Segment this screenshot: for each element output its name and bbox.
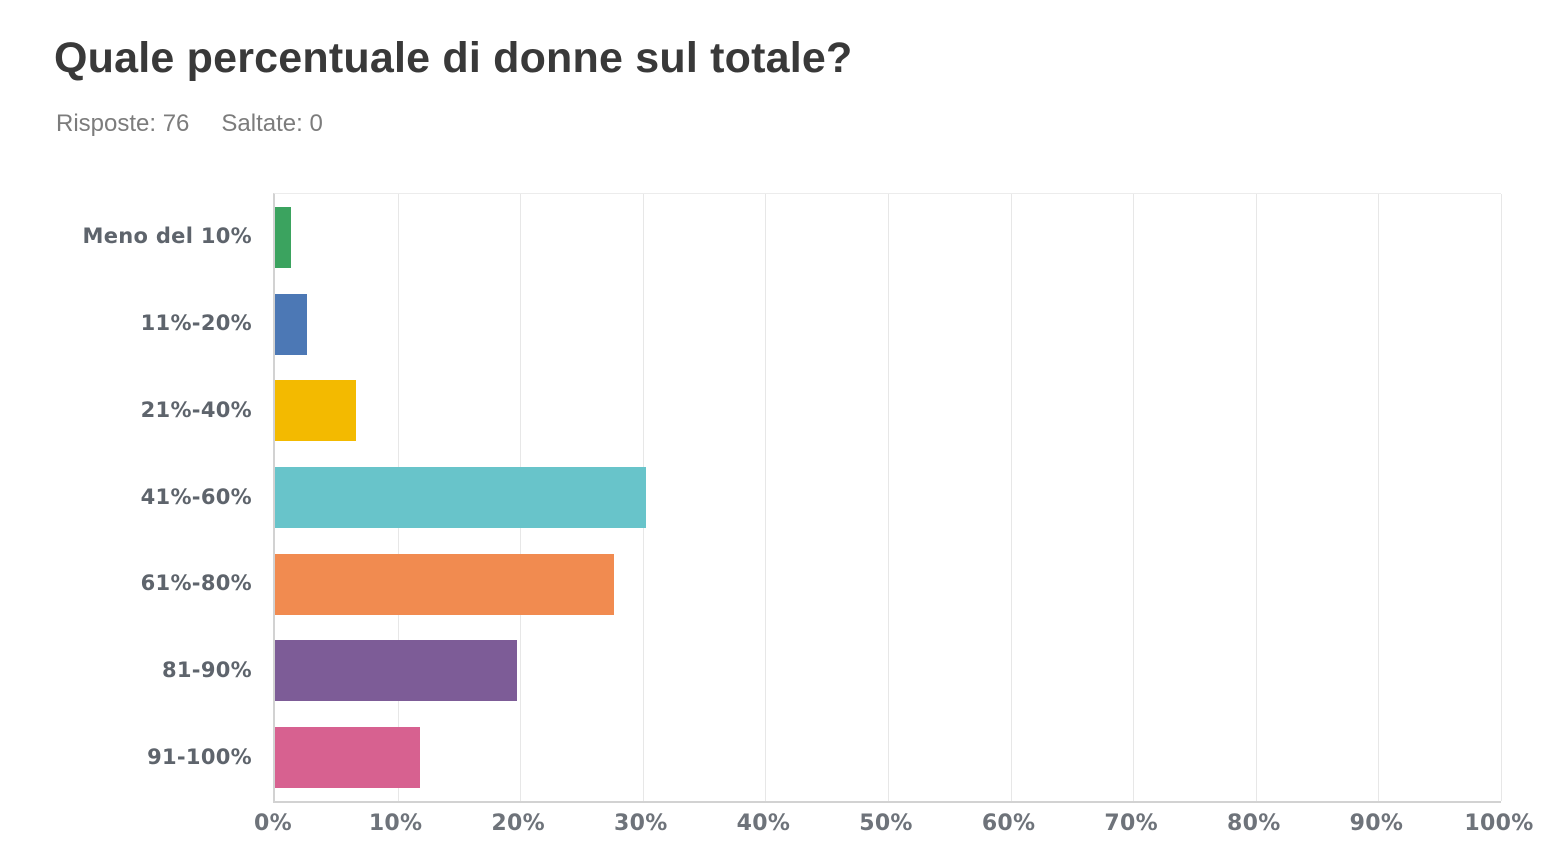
bar-row xyxy=(275,541,1501,628)
label-row: 41%-60% xyxy=(0,453,252,540)
gridline xyxy=(888,194,889,801)
label-row: Meno del 10% xyxy=(0,193,252,280)
category-label: 21%-40% xyxy=(140,397,252,422)
bar-row xyxy=(275,454,1501,541)
page-title: Quale percentuale di donne sul totale? xyxy=(54,34,853,82)
category-labels: Meno del 10% 11%-20% 21%-40% 41%-60% 61%-80%… xyxy=(0,193,252,800)
x-tick-label: 100% xyxy=(1464,811,1534,836)
gridline xyxy=(1378,194,1380,801)
bar-41%-60% xyxy=(275,467,646,529)
bar-81-90% xyxy=(275,640,517,702)
category-label: Meno del 10% xyxy=(82,224,252,249)
gridline xyxy=(1501,194,1502,801)
x-tick-label: 30% xyxy=(614,811,668,836)
bar-row xyxy=(275,367,1501,454)
bar-row xyxy=(275,281,1501,368)
x-tick-label: 0% xyxy=(254,811,292,836)
bar-chart: Meno del 10% 11%-20% 21%-40% 41%-60% 61%-80%… xyxy=(0,193,1567,853)
label-row: 21%-40% xyxy=(0,366,252,453)
bar-row xyxy=(275,194,1501,281)
label-row: 11%-20% xyxy=(0,280,252,367)
x-tick-label: 20% xyxy=(491,811,545,836)
label-row: 61%-80% xyxy=(0,540,252,627)
category-label: 91-100% xyxy=(147,744,252,769)
gridline xyxy=(765,194,767,801)
bar-row xyxy=(275,628,1501,715)
category-label: 81-90% xyxy=(161,657,252,682)
x-tick-label: 70% xyxy=(1104,811,1158,836)
bar-21%-40% xyxy=(275,380,356,442)
category-label: 61%-80% xyxy=(140,571,252,596)
bar-91-100% xyxy=(275,727,421,789)
x-axis-ticks: 0% 10% 20% 30% 40% 50% 60% 70% 80% 90% 100% xyxy=(254,811,1533,851)
skipped-count: Saltate: 0 xyxy=(221,110,323,137)
x-tick-label: 60% xyxy=(981,811,1036,836)
x-tick-label: 10% xyxy=(368,811,423,836)
bar-Meno del 10% xyxy=(275,206,292,268)
category-label: 11%-20% xyxy=(140,311,252,336)
gridline xyxy=(1133,194,1135,801)
bar-rows xyxy=(275,194,1501,801)
x-tick-label: 50% xyxy=(859,811,913,836)
plot-area xyxy=(273,193,1502,803)
label-row: 91-100% xyxy=(0,713,252,800)
gridline xyxy=(1255,194,1257,801)
x-tick-label: 80% xyxy=(1227,811,1281,836)
bar-row xyxy=(275,714,1501,801)
label-row: 81-90% xyxy=(0,627,252,714)
bar-11%-20% xyxy=(275,293,308,355)
bar-61%-80% xyxy=(275,553,614,615)
responses-count: Risposte: 76 xyxy=(56,110,190,137)
response-stats: Risposte: 76 Saltate: 0 xyxy=(56,110,323,138)
x-tick-label: 90% xyxy=(1349,811,1404,836)
gridline xyxy=(1010,194,1012,801)
x-tick-label: 40% xyxy=(736,811,791,836)
category-label: 41%-60% xyxy=(140,484,252,509)
